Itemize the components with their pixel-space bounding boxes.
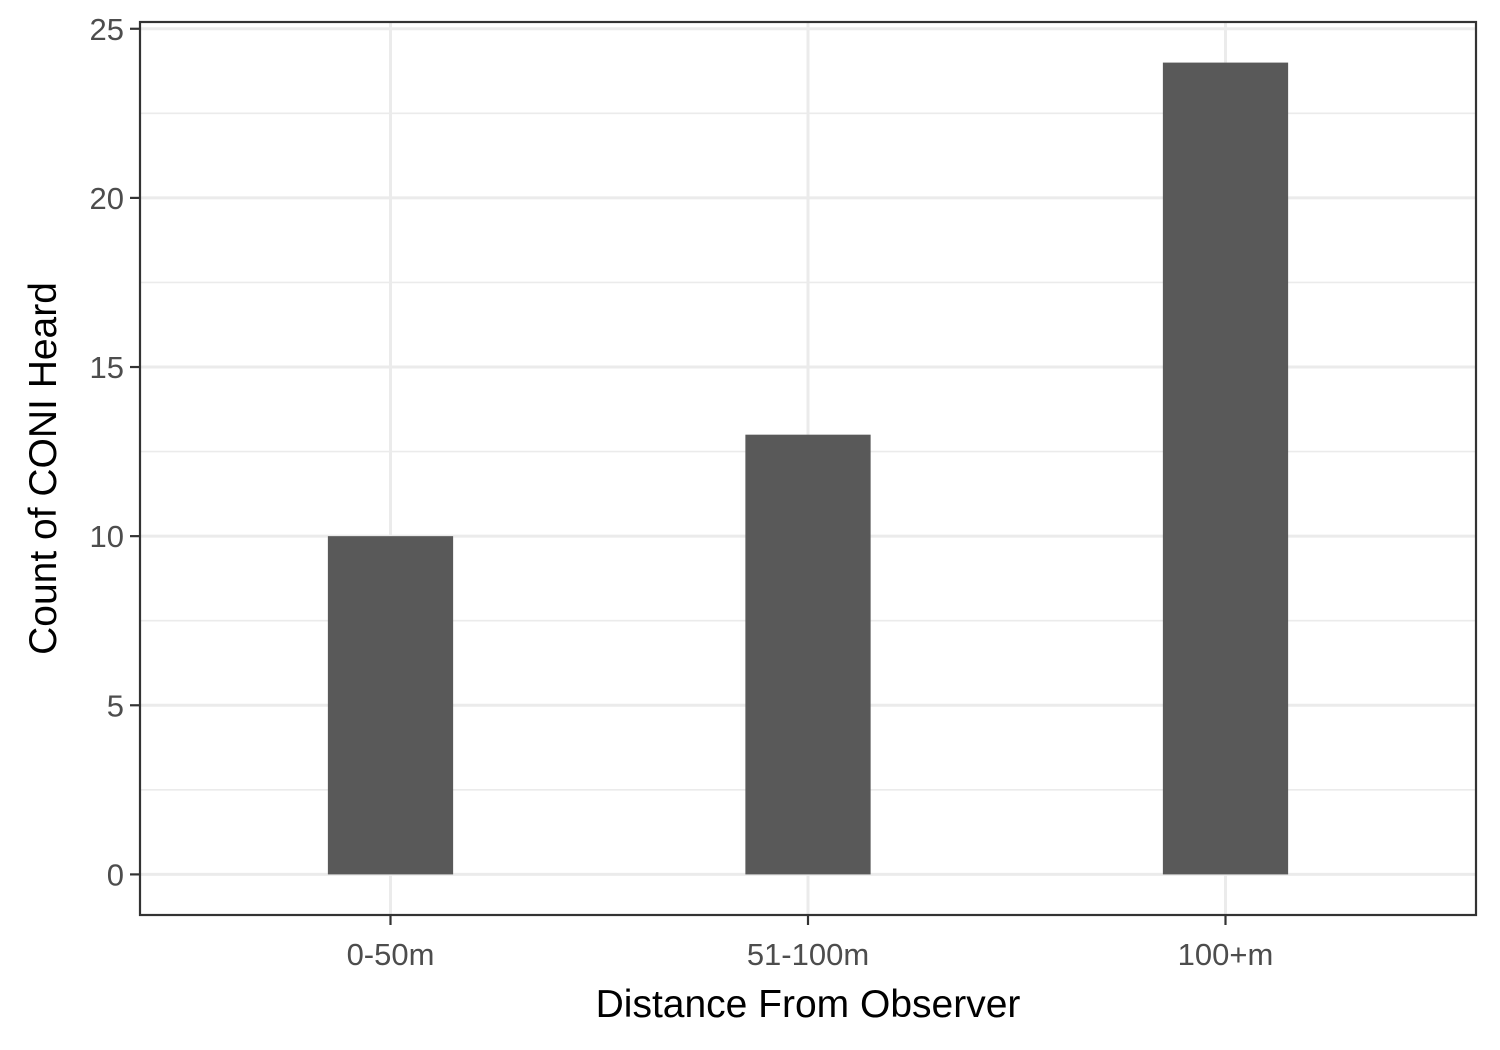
bar-0-50m <box>327 536 454 875</box>
x-axis: 0-50m 51-100m 100+m <box>347 915 1274 972</box>
y-tick-label: 15 <box>90 350 124 385</box>
y-tick-label: 25 <box>90 12 124 47</box>
y-tick-label: 20 <box>90 181 124 216</box>
bar-51-100m <box>745 434 871 875</box>
x-tick-label: 100+m <box>1178 937 1274 972</box>
x-tick-label: 0-50m <box>347 937 435 972</box>
bars <box>327 62 1289 875</box>
y-axis: 0 5 10 15 20 25 <box>90 12 140 892</box>
y-tick-label: 0 <box>107 857 124 892</box>
x-tick-label: 51-100m <box>747 937 869 972</box>
bar-100+m <box>1162 62 1289 875</box>
y-tick-label: 5 <box>107 688 124 723</box>
y-axis-title: Count of CONI Heard <box>22 282 65 655</box>
x-axis-title: Distance From Observer <box>596 983 1021 1026</box>
y-tick-label: 10 <box>90 519 124 554</box>
